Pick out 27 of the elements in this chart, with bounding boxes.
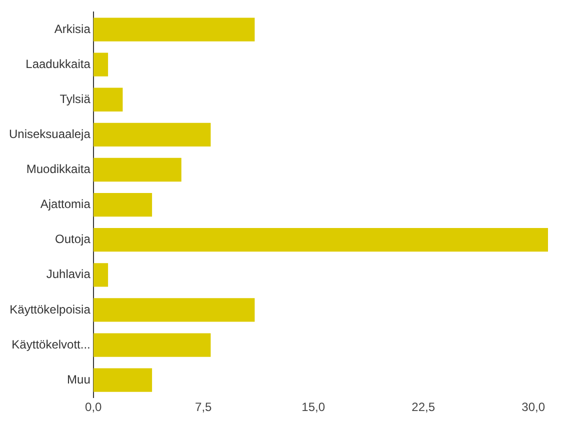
y-tick-label: Laadukkaita: [26, 56, 91, 71]
bar: [93, 263, 108, 287]
y-tick-label: Outoja: [55, 232, 91, 246]
y-tick-label: Ajattomia: [40, 197, 91, 212]
bar: [93, 298, 255, 322]
y-tick-label: Käyttökelvott...: [12, 337, 90, 352]
bar: [93, 122, 211, 147]
x-tick-label: 7,5: [195, 400, 212, 414]
bar: [93, 158, 182, 182]
x-tick-label: 0,0: [85, 400, 102, 414]
bar: [93, 368, 152, 392]
y-tick-label: Uniseksuaaleja: [8, 127, 91, 142]
x-tick-label: 22,5: [412, 400, 436, 414]
y-tick-label: Arkisia: [54, 22, 91, 36]
y-tick-label: Käyttökelpoisia: [10, 302, 91, 316]
bar: [93, 192, 152, 217]
x-tick-label: 30,0: [522, 400, 546, 414]
y-tick-label: Muu: [67, 372, 90, 386]
bar: [93, 333, 211, 357]
bar: [93, 88, 123, 112]
bar: [93, 18, 255, 42]
x-tick-label: 15,0: [302, 400, 326, 414]
bar: [93, 52, 108, 76]
bar: [93, 228, 548, 252]
y-tick-label: Tylsiä: [60, 92, 91, 106]
y-tick-label: Juhlavia: [46, 267, 91, 282]
y-tick-label: Muodikkaita: [26, 162, 91, 176]
